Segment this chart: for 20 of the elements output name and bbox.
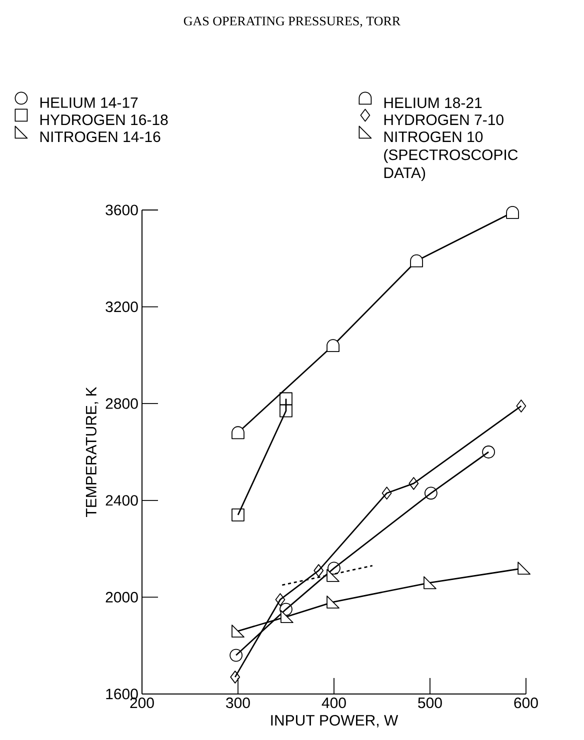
x-tick-label: 300 (226, 698, 250, 708)
legend-label: HYDROGEN 16-18 (40, 114, 168, 126)
x-tick-label: 600 (514, 698, 538, 708)
x-tick-label: 500 (418, 698, 442, 708)
y-tick-label: 1600 (106, 688, 138, 700)
legend-label: HELIUM 14-17 (40, 97, 138, 108)
y-axis-title: TEMPERATURE, K (86, 386, 98, 517)
x-tick-label: 400 (322, 698, 346, 708)
y-tick-label: 3200 (106, 301, 138, 312)
x-tick-label: 200 (130, 698, 154, 708)
x-axis-title: INPUT POWER, W (271, 715, 398, 728)
y-tick-label: 2800 (106, 398, 138, 409)
legend-label: NITROGEN 14-16 (40, 131, 160, 142)
y-tick-label: 2400 (106, 495, 138, 506)
legend-label: NITROGEN 10 (SPECTROSCOPIC DATA) (384, 131, 518, 182)
legend-title: GAS OPERATING PRESSURES, TORR (184, 16, 401, 28)
y-tick-label: 2000 (106, 592, 138, 602)
legend-label: HYDROGEN 7-10 (384, 114, 504, 126)
y-tick-label: 3600 (106, 204, 138, 216)
legend-label: HELIUM 18-21 (384, 97, 482, 108)
